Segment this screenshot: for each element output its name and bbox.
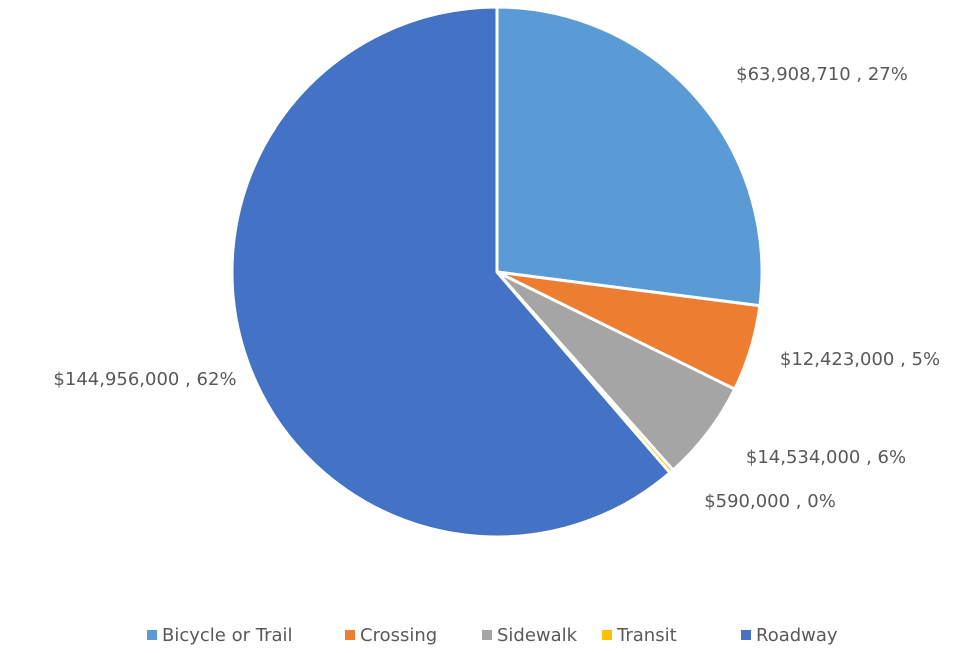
- data-label: $590,000 , 0%: [704, 491, 836, 512]
- data-label: $14,534,000 , 6%: [746, 447, 906, 468]
- pie-slice: [230, 5, 672, 539]
- legend-swatch: [345, 630, 355, 640]
- legend-label: Transit: [616, 625, 677, 646]
- legend-swatch: [741, 630, 751, 640]
- data-label: $63,908,710 , 27%: [736, 64, 908, 85]
- legend-label: Bicycle or Trail: [162, 625, 293, 646]
- legend-swatch: [602, 630, 612, 640]
- legend-swatch: [482, 630, 492, 640]
- legend-label: Roadway: [756, 625, 838, 646]
- data-label: $144,956,000 , 62%: [53, 369, 236, 390]
- pie-slice: [495, 5, 764, 308]
- data-label: $12,423,000 , 5%: [780, 349, 940, 370]
- legend-label: Crossing: [360, 625, 437, 646]
- legend-label: Sidewalk: [497, 625, 578, 646]
- legend-swatch: [147, 630, 157, 640]
